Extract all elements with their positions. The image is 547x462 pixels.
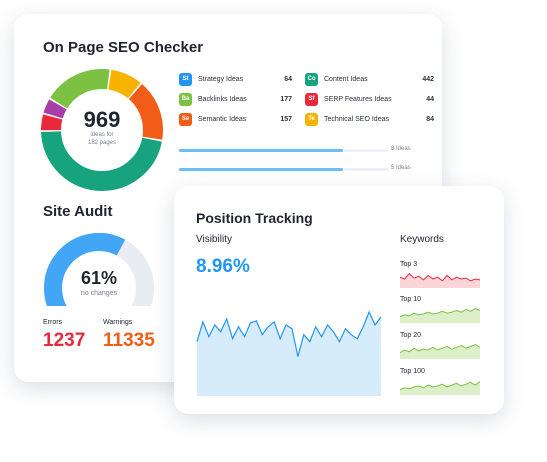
idea-serp-features-value: 44 xyxy=(426,95,434,103)
idea-semantic-badge: Se xyxy=(179,112,192,126)
site-audit-score-caption: no changes xyxy=(80,290,118,297)
idea-content-badge: Co xyxy=(305,72,318,86)
idea-serp-features[interactable]: Sf SERP Features Ideas 44 xyxy=(305,92,434,106)
sparkline-area xyxy=(400,381,480,395)
warnings-value: 11335 xyxy=(103,330,155,351)
sparkline-line xyxy=(400,272,480,282)
ideas-bar-1-fill xyxy=(179,149,343,152)
idea-technical-seo-label: Technical SEO Ideas xyxy=(324,115,389,123)
idea-content-value: 442 xyxy=(422,75,434,83)
idea-semantic-label: Semantic Ideas xyxy=(198,115,247,123)
site-audit-gauge xyxy=(44,233,154,306)
keywords-label: Keywords xyxy=(400,234,444,245)
idea-backlinks-value: 177 xyxy=(280,95,292,103)
visibility-area-chart xyxy=(196,310,382,396)
idea-serp-features-badge: Sf xyxy=(305,92,318,106)
seo-checker-title: On Page SEO Checker xyxy=(43,39,204,56)
idea-strategy-value: 64 xyxy=(284,75,292,83)
visibility-label: Visibility xyxy=(196,234,232,245)
sparkline-line xyxy=(400,344,480,354)
visibility-value: 8.96% xyxy=(196,256,250,277)
idea-backlinks-badge: Ba xyxy=(179,92,192,106)
errors-label: Errors xyxy=(43,319,63,326)
idea-strategy-badge: St xyxy=(179,72,192,86)
seo-total-caption-2: 182 pages xyxy=(87,140,117,146)
donut-segment-ba[interactable] xyxy=(41,69,163,191)
position-tracking-card: Position Tracking Visibility 8.96% Keywo… xyxy=(174,186,504,414)
keyword-top10-label: Top 10 xyxy=(400,296,422,303)
warnings-label: Warnings xyxy=(103,319,133,326)
keyword-top100-sparkline xyxy=(400,381,480,395)
ideas-bar-2-label: 5 Ideas xyxy=(391,165,411,171)
idea-semantic[interactable]: Se Semantic Ideas 157 xyxy=(179,112,292,126)
ideas-bar-1-label: 8 Ideas xyxy=(391,146,411,152)
sparkline-area xyxy=(400,344,480,359)
seo-total-ideas: 969 xyxy=(83,107,121,132)
sparkline-line xyxy=(400,308,480,318)
donut-segment-se[interactable] xyxy=(41,69,163,191)
donut-segment-sf[interactable] xyxy=(41,69,163,191)
gauge-fill xyxy=(44,233,126,306)
idea-semantic-value: 157 xyxy=(280,115,292,123)
visibility-area xyxy=(197,312,381,396)
keyword-top100-label: Top 100 xyxy=(400,368,425,375)
idea-serp-features-label: SERP Features Ideas xyxy=(324,95,392,103)
sparkline-line xyxy=(400,381,480,391)
idea-content[interactable]: Co Content Ideas 442 xyxy=(305,72,434,86)
keyword-top3-sparkline xyxy=(400,272,480,288)
keyword-top10-sparkline xyxy=(400,308,480,323)
idea-strategy-label: Strategy Ideas xyxy=(198,75,244,83)
idea-technical-seo-badge: Te xyxy=(305,112,318,126)
site-audit-score: 61% xyxy=(80,268,118,288)
keyword-top3-label: Top 3 xyxy=(400,261,418,268)
idea-backlinks[interactable]: Ba Backlinks Ideas 177 xyxy=(179,92,292,106)
idea-content-label: Content Ideas xyxy=(324,75,368,83)
sparkline-area xyxy=(400,273,480,288)
seo-total-caption-1: ideas for xyxy=(90,132,114,138)
seo-ideas-donut xyxy=(41,69,163,191)
site-audit-title: Site Audit xyxy=(43,203,113,220)
idea-technical-seo[interactable]: Te Technical SEO Ideas 84 xyxy=(305,112,434,126)
idea-technical-seo-value: 84 xyxy=(426,115,434,123)
keyword-top20-sparkline xyxy=(400,344,480,359)
keyword-top20-label: Top 20 xyxy=(400,332,422,339)
ideas-bar-2-fill xyxy=(179,168,343,171)
position-tracking-title: Position Tracking xyxy=(196,210,313,226)
idea-backlinks-label: Backlinks Ideas xyxy=(198,95,247,103)
errors-value: 1237 xyxy=(43,330,86,351)
idea-strategy[interactable]: St Strategy Ideas 64 xyxy=(179,72,292,86)
donut-segment-co[interactable] xyxy=(41,69,163,191)
visibility-line xyxy=(196,310,382,357)
